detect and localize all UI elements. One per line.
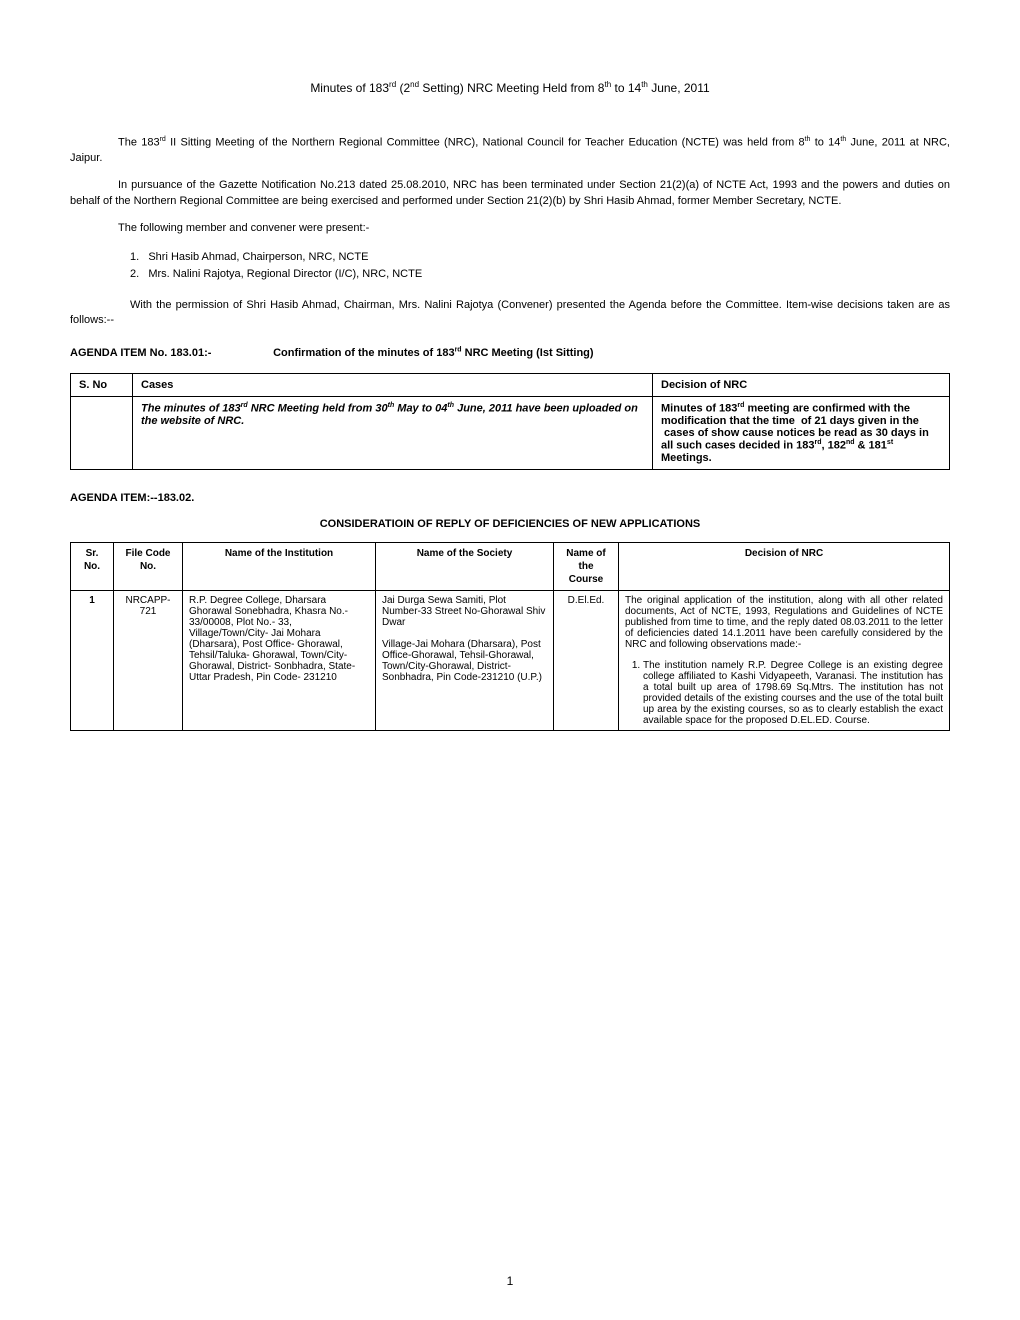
- page-number: 1: [0, 1274, 1020, 1288]
- paragraph: The following member and convener were p…: [70, 221, 950, 236]
- section-subheading: CONSIDERATIOIN OF REPLY OF DEFICIENCIES …: [70, 518, 950, 530]
- table-header: Cases: [133, 374, 653, 397]
- list-item: The institution namely R.P. Degree Colle…: [643, 660, 943, 726]
- agenda-table-1: S. No Cases Decision of NRC The minutes …: [70, 373, 950, 469]
- list-item: 1. Shri Hasib Ahmad, Chairperson, NRC, N…: [130, 249, 950, 267]
- paragraph: In pursuance of the Gazette Notification…: [70, 178, 950, 209]
- paragraph: The 183rd II Sitting Meeting of the Nort…: [70, 135, 950, 166]
- agenda-heading: AGENDA ITEM No. 183.01:- Confirmation of…: [70, 347, 950, 360]
- table-cell: The minutes of 183rd NRC Meeting held fr…: [133, 397, 653, 469]
- members-list: 1. Shri Hasib Ahmad, Chairperson, NRC, N…: [130, 249, 950, 284]
- document-header: Minutes of 183rd (2nd Setting) NRC Meeti…: [70, 80, 950, 95]
- list-item: 2. Mrs. Nalini Rajotya, Regional Directo…: [130, 266, 950, 284]
- table-header: Decision of NRC: [619, 542, 950, 590]
- agenda-number: AGENDA ITEM No. 183.01:-: [70, 347, 270, 359]
- agenda-table-2: Sr. No. File Code No. Name of the Instit…: [70, 542, 950, 731]
- table-cell: [71, 397, 133, 469]
- table-header: Name of the Institution: [183, 542, 376, 590]
- table-header: Sr. No.: [71, 542, 114, 590]
- table-header: Name of the Society: [376, 542, 554, 590]
- table-header: File Code No.: [114, 542, 183, 590]
- agenda-heading: AGENDA ITEM:--183.02.: [70, 492, 950, 504]
- table-cell: Jai Durga Sewa Samiti, Plot Number-33 St…: [376, 590, 554, 730]
- table-header: Decision of NRC: [653, 374, 950, 397]
- agenda-title: Confirmation of the minutes of 183rd NRC…: [273, 347, 594, 359]
- decision-text: The original application of the institut…: [625, 595, 943, 650]
- table-cell: D.El.Ed.: [554, 590, 619, 730]
- observations-list: The institution namely R.P. Degree Colle…: [643, 660, 943, 726]
- table-cell: 1: [71, 590, 114, 730]
- table-cell: The original application of the institut…: [619, 590, 950, 730]
- table-header: S. No: [71, 374, 133, 397]
- table-header: Name of the Course: [554, 542, 619, 590]
- table-cell: R.P. Degree College, Dharsara Ghorawal S…: [183, 590, 376, 730]
- table-cell: NRCAPP-721: [114, 590, 183, 730]
- table-cell: Minutes of 183rd meeting are confirmed w…: [653, 397, 950, 469]
- paragraph: With the permission of Shri Hasib Ahmad,…: [70, 298, 950, 329]
